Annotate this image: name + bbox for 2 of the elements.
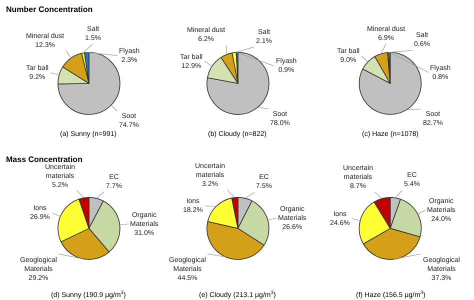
chart-title: Mass Concentration xyxy=(6,155,83,164)
chart-title: Number Concentration xyxy=(6,5,93,14)
